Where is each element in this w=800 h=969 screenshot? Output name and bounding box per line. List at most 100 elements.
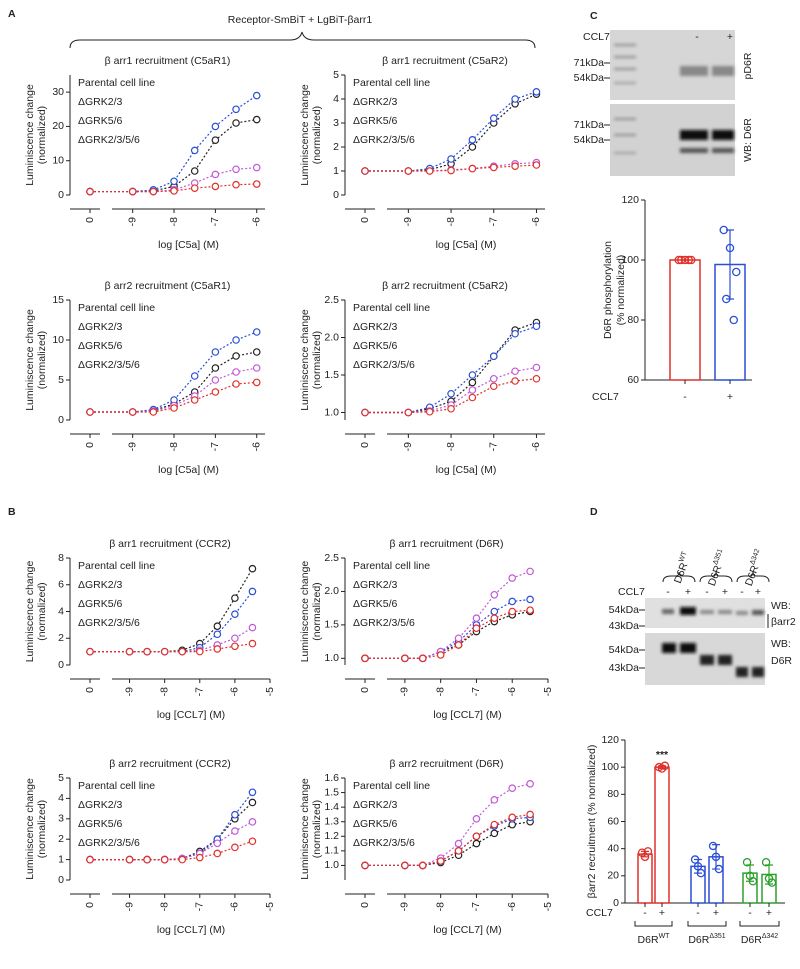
data-point [674,255,684,265]
data-point [213,645,222,653]
lane-label: + [755,586,761,598]
group-sup: WT [678,550,689,563]
data-point [211,122,220,131]
group-label: D6RWT [671,550,694,585]
data-point [532,363,541,372]
x-tick-label: -7 [488,217,500,226]
data-point [248,788,257,797]
group-label: D6RΔ351 [705,548,730,588]
y-tick-label: 60 [627,374,639,386]
lane-label: - [740,586,744,598]
chart-title: β arr2 recruitment (D6R) [390,758,504,770]
lane-label: + [727,31,733,43]
x-tick-label: -8 [168,442,180,451]
x-axis-label: log [C5a] (M) [436,464,497,476]
x-tick-label: -9 [402,217,414,226]
legend-entry: ΔGRK5/6 [353,598,398,610]
data-point [232,336,240,344]
x-tick-label: -9 [126,217,138,226]
y-tick-label: 2.5 [324,552,339,564]
x-tick-label: -7 [194,687,206,696]
data-point [232,380,240,388]
data-point [490,607,499,616]
data-point [252,364,261,372]
data-point [693,862,703,871]
x-tick-label: -7 [194,902,206,911]
y-tick-label: 10 [52,154,64,166]
data-point [447,166,455,175]
data-point [447,155,455,163]
data-point [170,404,178,412]
group-sup: Δ351 [712,548,724,566]
chart-title: β arr2 recruitment (C5aR1) [105,280,231,292]
data-point [687,255,696,265]
data-point [472,832,481,841]
marker: 71kDa [574,119,605,131]
baseline-point [86,408,94,416]
legend-entry: ΔGRK5/6 [353,818,398,830]
blot-label: CCL7 [618,586,645,598]
x-tick-label: + [713,907,719,919]
y-axis-label: Luminiscence change [24,778,36,880]
data-point [684,255,694,265]
x-axis-label: log [CCL7] (M) [433,924,501,936]
data-point [128,187,137,196]
baseline-point [86,187,94,196]
legend-entry: Parental cell line [78,302,155,314]
blot-label: βarr2 [771,616,796,628]
data-point [454,641,463,649]
data-point [526,780,534,788]
x-tick-label: -6 [229,687,241,696]
marker: 43kDa [609,662,640,674]
data-point [160,855,169,864]
data-point [742,858,752,867]
legend-entry: ΔGRK2/3/5/6 [78,359,140,371]
y-axis-label: Luminiscence change [299,778,311,880]
data-point [511,329,519,338]
group-label: D6RΔ342 [741,933,778,946]
data-point [418,654,427,663]
data-point [511,367,519,376]
y-tick-label: 0 [58,659,64,671]
x-tick-label: -5 [542,902,554,911]
data-point [128,408,137,416]
data-point [472,614,481,622]
data-point [508,597,517,606]
y-axis-label: (normalized) [311,582,323,640]
data-point [401,861,409,870]
legend-entry: ΔGRK2/3 [78,799,123,811]
x-tick-label: -9 [123,687,135,696]
x-tick-label: -7 [488,442,500,451]
lane-label: - [666,586,670,598]
bar [637,853,653,904]
data-point [472,624,481,633]
data-point [248,564,257,573]
data-point [468,378,477,387]
x-tick-label: -5 [264,902,276,911]
y-tick-label: 4 [333,93,339,105]
data-point [190,167,199,175]
data-point [468,386,477,394]
data-point [722,294,731,304]
legend-entry: ΔGRK2/3/5/6 [78,837,140,849]
data-point [125,855,134,864]
y-axis-label: (normalized) [311,800,323,858]
legend-entry: ΔGRK5/6 [78,818,123,830]
data-point [178,855,187,864]
x-tick-label: -9 [402,442,414,451]
y-tick-label: 40 [607,842,619,854]
legend-entry: ΔGRK2/3/5/6 [353,617,415,629]
data-point [213,849,222,858]
data-point [211,182,220,191]
data-point [248,837,257,846]
brace [736,571,770,583]
data-point [190,372,199,380]
x-axis-label: log [CCL7] (M) [157,924,225,936]
x-tick-label: 0 [359,902,371,908]
data-point [489,382,498,391]
group-label: D6RΔ342 [742,548,767,588]
y-tick-label: 8 [58,552,64,564]
x-axis-label: log [C5a] (M) [436,239,497,251]
x-tick-label: -7 [209,442,221,451]
